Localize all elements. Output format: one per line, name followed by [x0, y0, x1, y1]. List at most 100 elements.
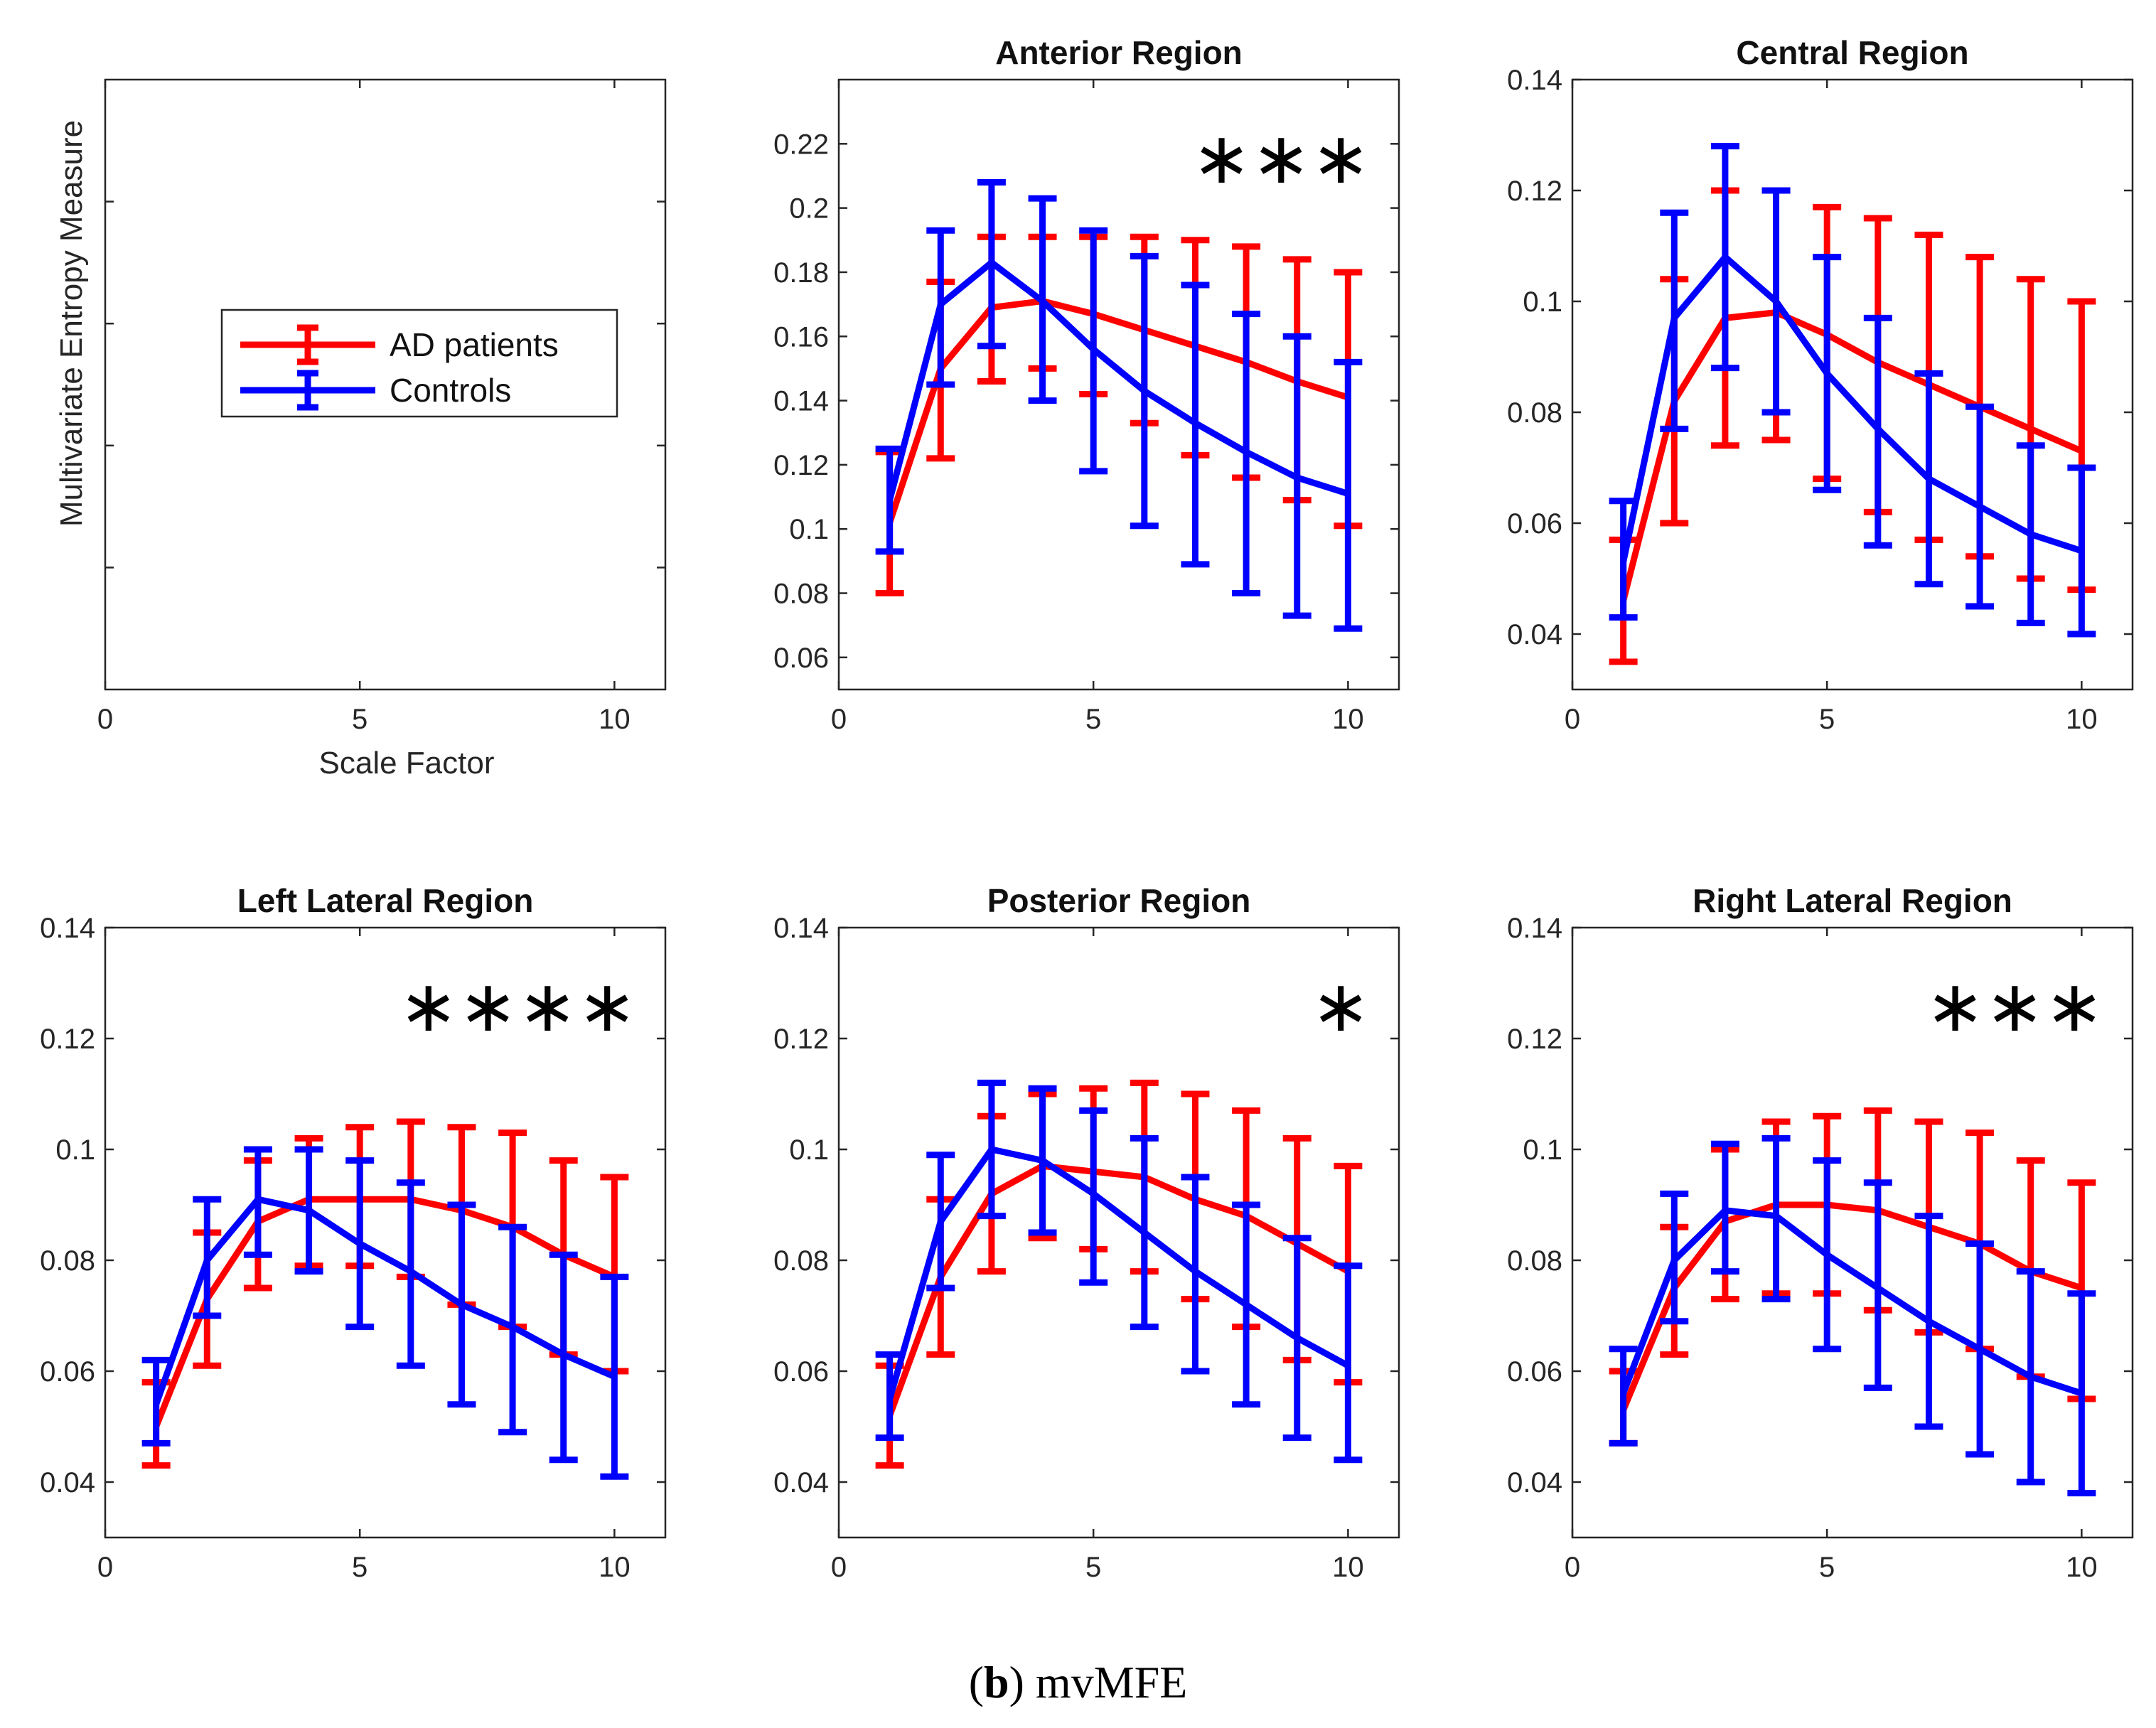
panel-title: Posterior Region: [987, 882, 1251, 919]
y-tick-label: 0.06: [40, 1356, 95, 1388]
x-tick-label: 0: [97, 704, 113, 735]
x-tick-label: 10: [1332, 1552, 1364, 1583]
x-tick-label: 5: [352, 1552, 368, 1583]
y-tick-label: 0.1: [789, 514, 829, 545]
x-tick-label: 5: [1085, 704, 1101, 735]
legend-label: Controls: [390, 372, 511, 409]
y-tick-label: 0.1: [1523, 1134, 1562, 1166]
x-tick-label: 10: [599, 704, 631, 735]
axes-frame: [837, 78, 1400, 691]
axes-frame: [1571, 926, 2134, 1539]
y-tick-label: 0.14: [40, 913, 95, 944]
series-line: [886, 259, 1349, 501]
y-tick-label: 0.08: [1507, 397, 1562, 429]
series-ad-patients: [875, 233, 1363, 597]
legend-entry-2: Controls: [240, 370, 511, 411]
panel-4: 0 5 10 0.04 0.06 0.08 0.1 0.12 0.14 Left Lateral …: [40, 882, 667, 1583]
y-tick-label: 0.04: [1507, 619, 1562, 650]
series-line: [886, 298, 1349, 524]
x-tick-label: 0: [97, 1552, 113, 1583]
y-tick-label: 0.08: [40, 1245, 95, 1277]
y-tick-label: 0.12: [773, 450, 829, 481]
axes-frame: [1571, 78, 2134, 691]
legend-entry-1: AD patients: [240, 324, 559, 365]
significance-stars: ∗: [1311, 965, 1371, 1048]
y-tick-label: 0.12: [773, 1024, 829, 1055]
y-tick-label: 0.16: [773, 321, 829, 353]
y-tick-label: 0.06: [773, 1356, 829, 1388]
series-ad-patients: [875, 1079, 1363, 1469]
x-tick-label: 10: [2066, 1552, 2098, 1583]
significance-stars: ∗∗∗: [1926, 965, 2104, 1048]
y-tick-label: 0.04: [40, 1467, 95, 1498]
legend: AD patients Controls: [220, 308, 618, 418]
panel-2: 0 5 10 0.06 0.08 0.1 0.12 0.14 0.16 0.18 0.2 0.22 An…: [773, 34, 1400, 735]
caption-label: (b): [968, 1657, 1024, 1707]
y-tick-label: 0.06: [773, 643, 829, 674]
x-tick-label: 10: [1332, 704, 1364, 735]
y-tick-label: 0.04: [773, 1467, 829, 1498]
x-tick-label: 0: [831, 704, 847, 735]
panel-title: Anterior Region: [995, 34, 1243, 71]
caption-text: mvMFE: [1035, 1657, 1188, 1707]
y-tick-label: 0.06: [1507, 508, 1562, 540]
significance-stars: ∗∗∗: [1192, 117, 1371, 200]
x-tick-label: 5: [352, 704, 368, 735]
x-tick-label: 0: [831, 1552, 847, 1583]
y-tick-label: 0.04: [1507, 1467, 1562, 1498]
axes-frame: [104, 926, 667, 1539]
panel-title: Right Lateral Region: [1693, 882, 2012, 919]
x-tick-label: 5: [1819, 704, 1835, 735]
series-controls: [141, 1146, 629, 1480]
x-tick-label: 0: [1565, 704, 1580, 735]
error-bar: [1609, 1346, 1638, 1447]
y-tick-label: 0.1: [789, 1134, 829, 1166]
series-controls: [1609, 143, 2096, 638]
series-ad-patients: [1609, 1107, 2096, 1447]
series-line: [1620, 254, 2083, 563]
y-tick-label: 0.18: [773, 257, 829, 289]
y-tick-label: 0.14: [1507, 913, 1562, 944]
y-tick-label: 0.22: [773, 129, 829, 160]
panel-1: 0 5 10 Scale Factor Multivariate Entropy Mea…: [54, 78, 667, 780]
y-tick-label: 0.14: [1507, 65, 1562, 96]
y-tick-label: 0.12: [1507, 176, 1562, 207]
series-controls: [1609, 1134, 2096, 1497]
y-tick-label: 0.14: [773, 913, 829, 944]
y-tick-label: 0.08: [773, 1245, 829, 1277]
axes-frame: [104, 78, 667, 691]
x-tick-label: 10: [599, 1552, 631, 1583]
legend-label: AD patients: [390, 326, 559, 363]
series-line: [886, 1146, 1350, 1400]
y-tick-label: 0.12: [40, 1024, 95, 1055]
x-tick-label: 10: [2066, 704, 2098, 735]
x-tick-label: 5: [1085, 1552, 1101, 1583]
series-line: [1620, 309, 2083, 602]
series-line: [153, 1196, 616, 1406]
legend-box: [220, 308, 618, 418]
y-tick-label: 0.1: [1523, 286, 1562, 318]
error-bar: [1334, 358, 1363, 632]
panel-title: Central Region: [1736, 34, 1968, 71]
panels: 0 5 10 Scale Factor Multivariate Entropy Mea…: [40, 34, 2134, 1583]
panel-5: 0 5 10 0.04 0.06 0.08 0.1 0.12 0.14 Posterior Reg…: [773, 882, 1400, 1583]
panel-3: 0 5 10 0.04 0.06 0.08 0.1 0.12 0.14 Central Regio…: [1507, 34, 2134, 735]
series-line: [153, 1196, 616, 1428]
series-ad-patients: [141, 1118, 629, 1469]
panel-title: Left Lateral Region: [237, 882, 534, 919]
y-tick-label: 0.06: [1507, 1356, 1562, 1388]
series-controls: [875, 1079, 1363, 1464]
x-tick-label: 5: [1819, 1552, 1835, 1583]
y-axis-label: Multivariate Entropy Measure: [54, 120, 89, 527]
series-line: [886, 1162, 1350, 1417]
figure-caption: (b) mvMFE: [0, 1656, 2156, 1709]
error-bar: [2067, 1290, 2096, 1497]
panel-6: 0 5 10 0.04 0.06 0.08 0.1 0.12 0.14 Right Lateral…: [1507, 882, 2134, 1583]
series-line: [1620, 1207, 2083, 1397]
x-axis-label: Scale Factor: [319, 746, 495, 780]
y-tick-label: 0.1: [55, 1134, 95, 1166]
axes-frame: [837, 926, 1400, 1539]
series-line: [1620, 1201, 2083, 1412]
y-tick-label: 0.12: [1507, 1024, 1562, 1055]
